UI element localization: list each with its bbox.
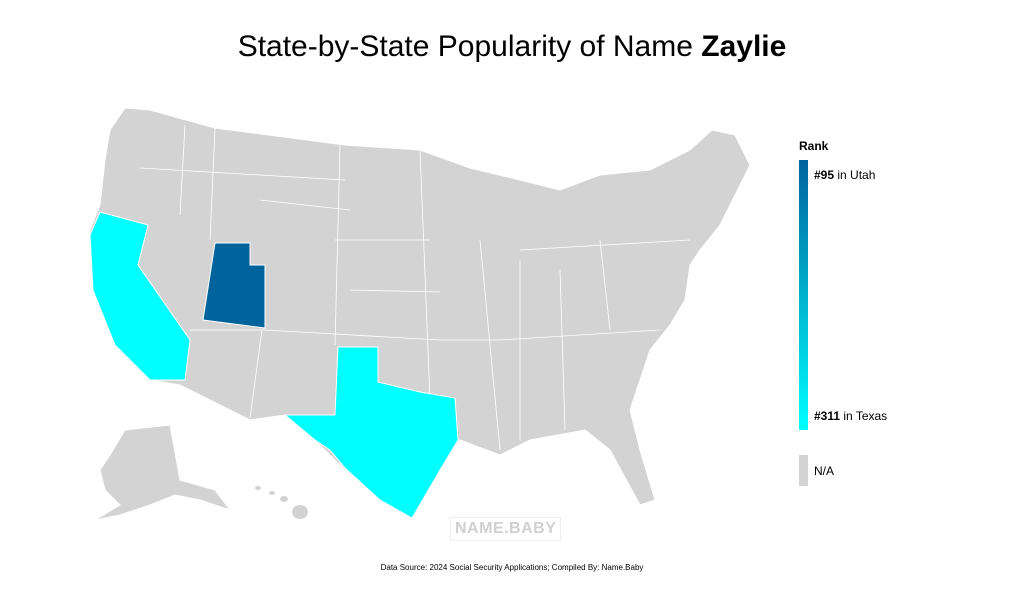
state-hawaii	[255, 486, 308, 519]
state-utah	[202, 242, 266, 329]
data-source: Data Source: 2024 Social Security Applic…	[380, 563, 644, 572]
legend-na-swatch	[799, 455, 808, 486]
legend-title: Rank	[799, 139, 829, 153]
state-alaska	[94, 424, 232, 521]
legend-bottom-label: #311 in Texas	[814, 409, 888, 423]
state-texas	[283, 346, 459, 519]
legend-na-label: N/A	[814, 464, 835, 478]
watermark-logo: NAME.BABY	[450, 517, 562, 541]
legend-top-label: #95 in Utah	[814, 168, 876, 182]
state-california	[89, 211, 191, 381]
legend-color-scale	[799, 160, 808, 430]
state-rest-of-us	[89, 107, 751, 519]
chart-title: State-by-State Popularity of Name Zaylie	[237, 30, 787, 63]
